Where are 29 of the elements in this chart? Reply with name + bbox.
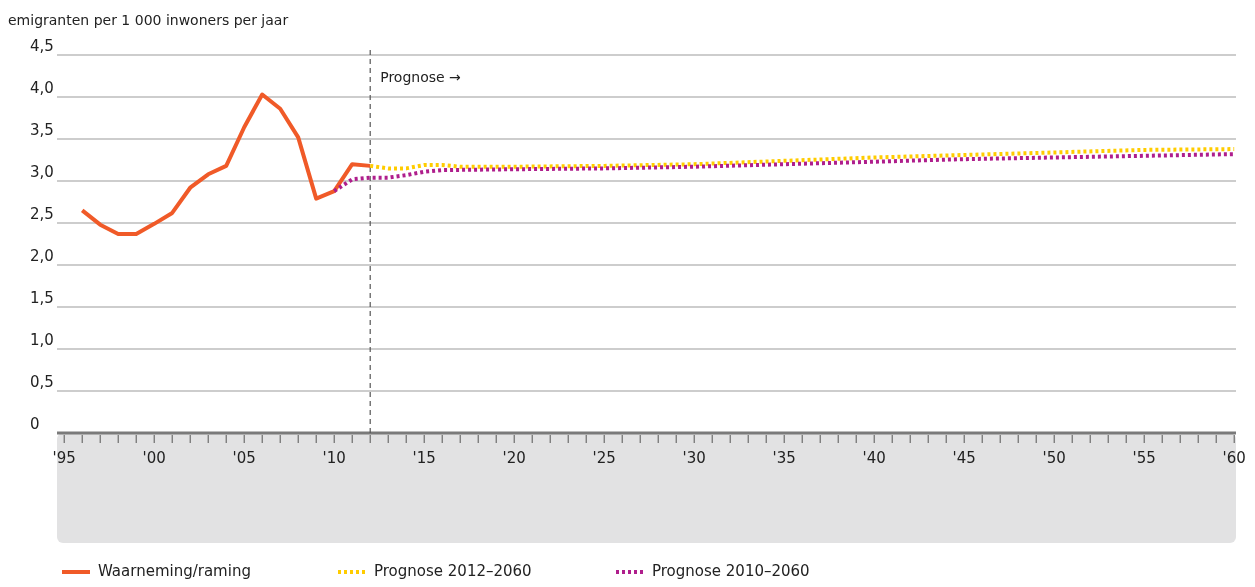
y-tick-label: 3,0 [30,163,54,181]
y-tick-label: 0,5 [30,373,54,391]
x-tick-label: '95 [52,449,76,467]
x-tick-label: '50 [1042,449,1066,467]
y-axis-title: emigranten per 1 000 inwoners per jaar [8,12,289,28]
x-tick-label: '25 [592,449,616,467]
legend-label: Prognose 2010–2060 [652,562,810,580]
x-tick-label: '30 [682,449,706,467]
x-tick-label: '00 [142,449,166,467]
y-tick-label: 2,0 [30,247,54,265]
x-tick-label: '10 [322,449,346,467]
ref-line-label: Prognose → [380,69,462,85]
x-tick-label: '15 [412,449,436,467]
y-tick-label: 1,5 [30,289,54,307]
legend-label: Prognose 2012–2060 [374,562,532,580]
x-tick-label: '05 [232,449,256,467]
x-tick-label: '40 [862,449,886,467]
y-tick-label: 2,5 [30,205,54,223]
y-tick-label: 4,0 [30,79,54,97]
x-tick-label: '20 [502,449,526,467]
x-tick-label: '45 [952,449,976,467]
x-tick-label: '55 [1132,449,1156,467]
y-tick-label: 0 [30,415,40,433]
x-tick-label: '60 [1222,449,1246,467]
y-tick-label: 3,5 [30,121,54,139]
x-tick-label: '35 [772,449,796,467]
y-tick-label: 4,5 [30,37,54,55]
y-tick-label: 1,0 [30,331,54,349]
legend-label: Waarneming/raming [98,562,251,580]
